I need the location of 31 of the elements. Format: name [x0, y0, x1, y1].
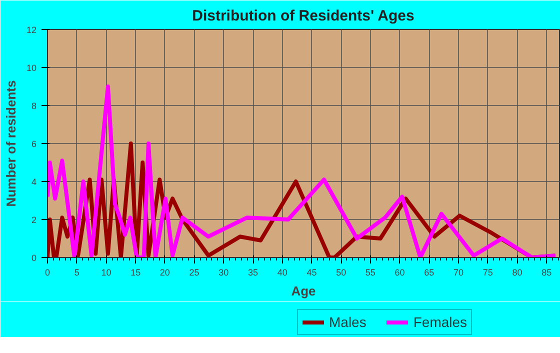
legend-label: Females: [413, 314, 468, 330]
x-axis-title: Age: [291, 284, 316, 298]
y-tick-label: 8: [31, 101, 37, 111]
x-tick-label: 75: [482, 268, 493, 278]
x-tick-label: 0: [44, 268, 50, 278]
y-tick-label: 4: [31, 177, 37, 187]
y-tick-label: 2: [31, 215, 37, 225]
x-tick-label: 20: [160, 268, 170, 278]
y-tick-label: 6: [31, 139, 37, 149]
y-tick-label: 12: [26, 25, 37, 35]
x-tick-label: 35: [248, 268, 258, 278]
x-tick-label: 15: [130, 268, 141, 278]
line-series: [48, 84, 558, 258]
x-tick-label: 45: [306, 268, 317, 278]
x-tick-label: 25: [189, 268, 200, 278]
y-tick-label: 10: [26, 63, 37, 73]
x-tick-label: 40: [277, 268, 288, 278]
y-tick-label: 0: [31, 253, 37, 263]
chart-title: Distribution of Residents' Ages: [192, 8, 414, 24]
legend-label: Males: [329, 314, 366, 330]
x-tick-label: 80: [512, 268, 522, 278]
x-tick-label: 10: [101, 268, 112, 278]
x-tick-label: 50: [336, 268, 346, 278]
x-tick-label: 65: [424, 268, 434, 278]
x-tick-label: 70: [454, 268, 464, 278]
x-tick-label: 5: [74, 268, 80, 278]
x-tick-label: 60: [394, 268, 405, 278]
x-tick-label: 85: [542, 268, 552, 278]
y-axis-title: Number of residents: [3, 80, 18, 207]
x-tick-label: 30: [218, 268, 229, 278]
x-tick-label: 55: [365, 268, 376, 278]
